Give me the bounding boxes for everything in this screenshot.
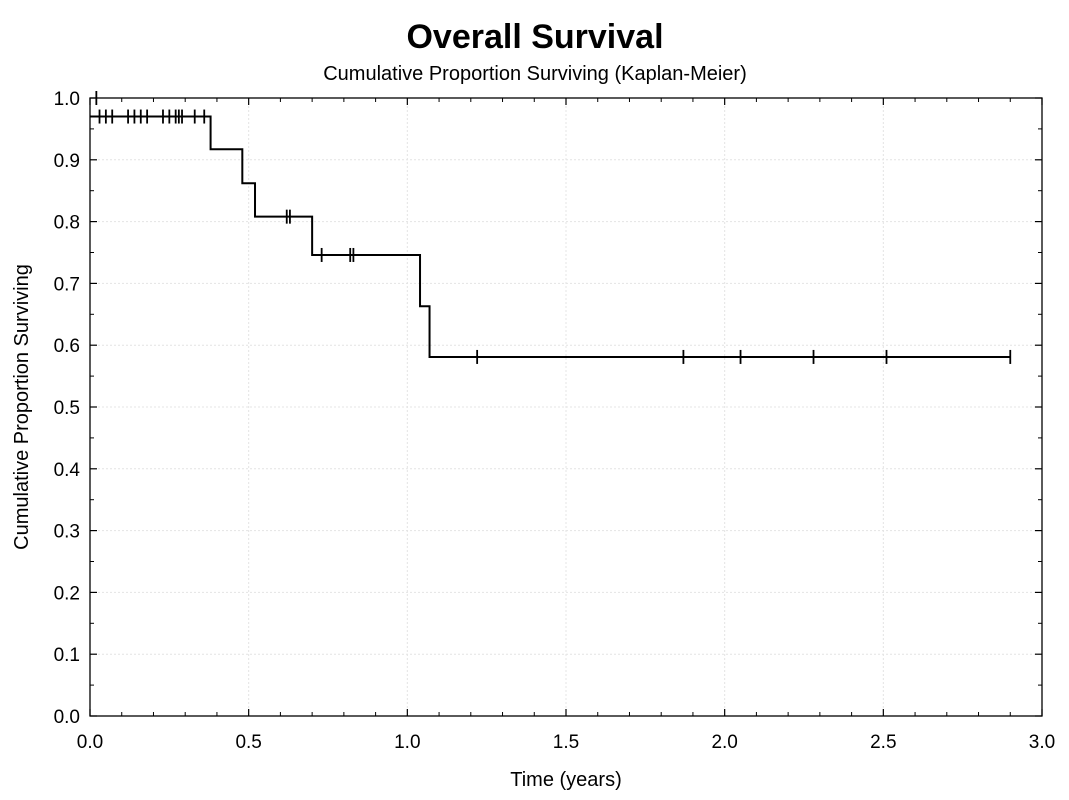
y-tick-label: 0.8 — [54, 213, 80, 234]
grid-lines — [90, 98, 1042, 716]
plot-frame — [89, 97, 1043, 717]
x-tick-label: 1.0 — [394, 732, 420, 753]
y-tick-label: 0.9 — [54, 151, 80, 172]
x-tick-label: 0.5 — [235, 732, 261, 753]
y-tick-label: 0.7 — [54, 274, 80, 295]
y-axis-label: Cumulative Proportion Surviving — [11, 264, 33, 550]
survival-curve-layer — [90, 115, 1011, 358]
y-tick-label: 0.6 — [54, 336, 80, 357]
y-tick-label: 0.1 — [54, 645, 80, 666]
x-tick-label: 2.0 — [711, 732, 737, 753]
x-tick-label: 0.0 — [77, 732, 103, 753]
chart-subtitle: Cumulative Proportion Surviving (Kaplan-… — [323, 63, 747, 85]
survival-curve — [90, 115, 1011, 358]
y-tick-label: 1.0 — [54, 89, 80, 110]
chart-title: Overall Survival — [406, 18, 663, 56]
x-tick-label: 1.5 — [553, 732, 579, 753]
y-tick-label: 0.4 — [54, 460, 81, 481]
x-tick-label: 2.5 — [870, 732, 896, 753]
y-tick-label: 0.3 — [54, 522, 80, 543]
y-tick-label: 0.0 — [54, 707, 80, 728]
axis-ticks: 0.0 0.5 1.0 1.5 2.0 2.5 3.0 0.0 0.1 0.2 0.3 0.4 0.5 0… — [54, 89, 1056, 753]
y-tick-label: 0.5 — [54, 398, 80, 419]
x-axis-label: Time (years) — [510, 769, 621, 791]
y-tick-label: 0.2 — [54, 583, 80, 604]
censor-marks — [95, 91, 1012, 364]
x-tick-label: 3.0 — [1029, 732, 1055, 753]
